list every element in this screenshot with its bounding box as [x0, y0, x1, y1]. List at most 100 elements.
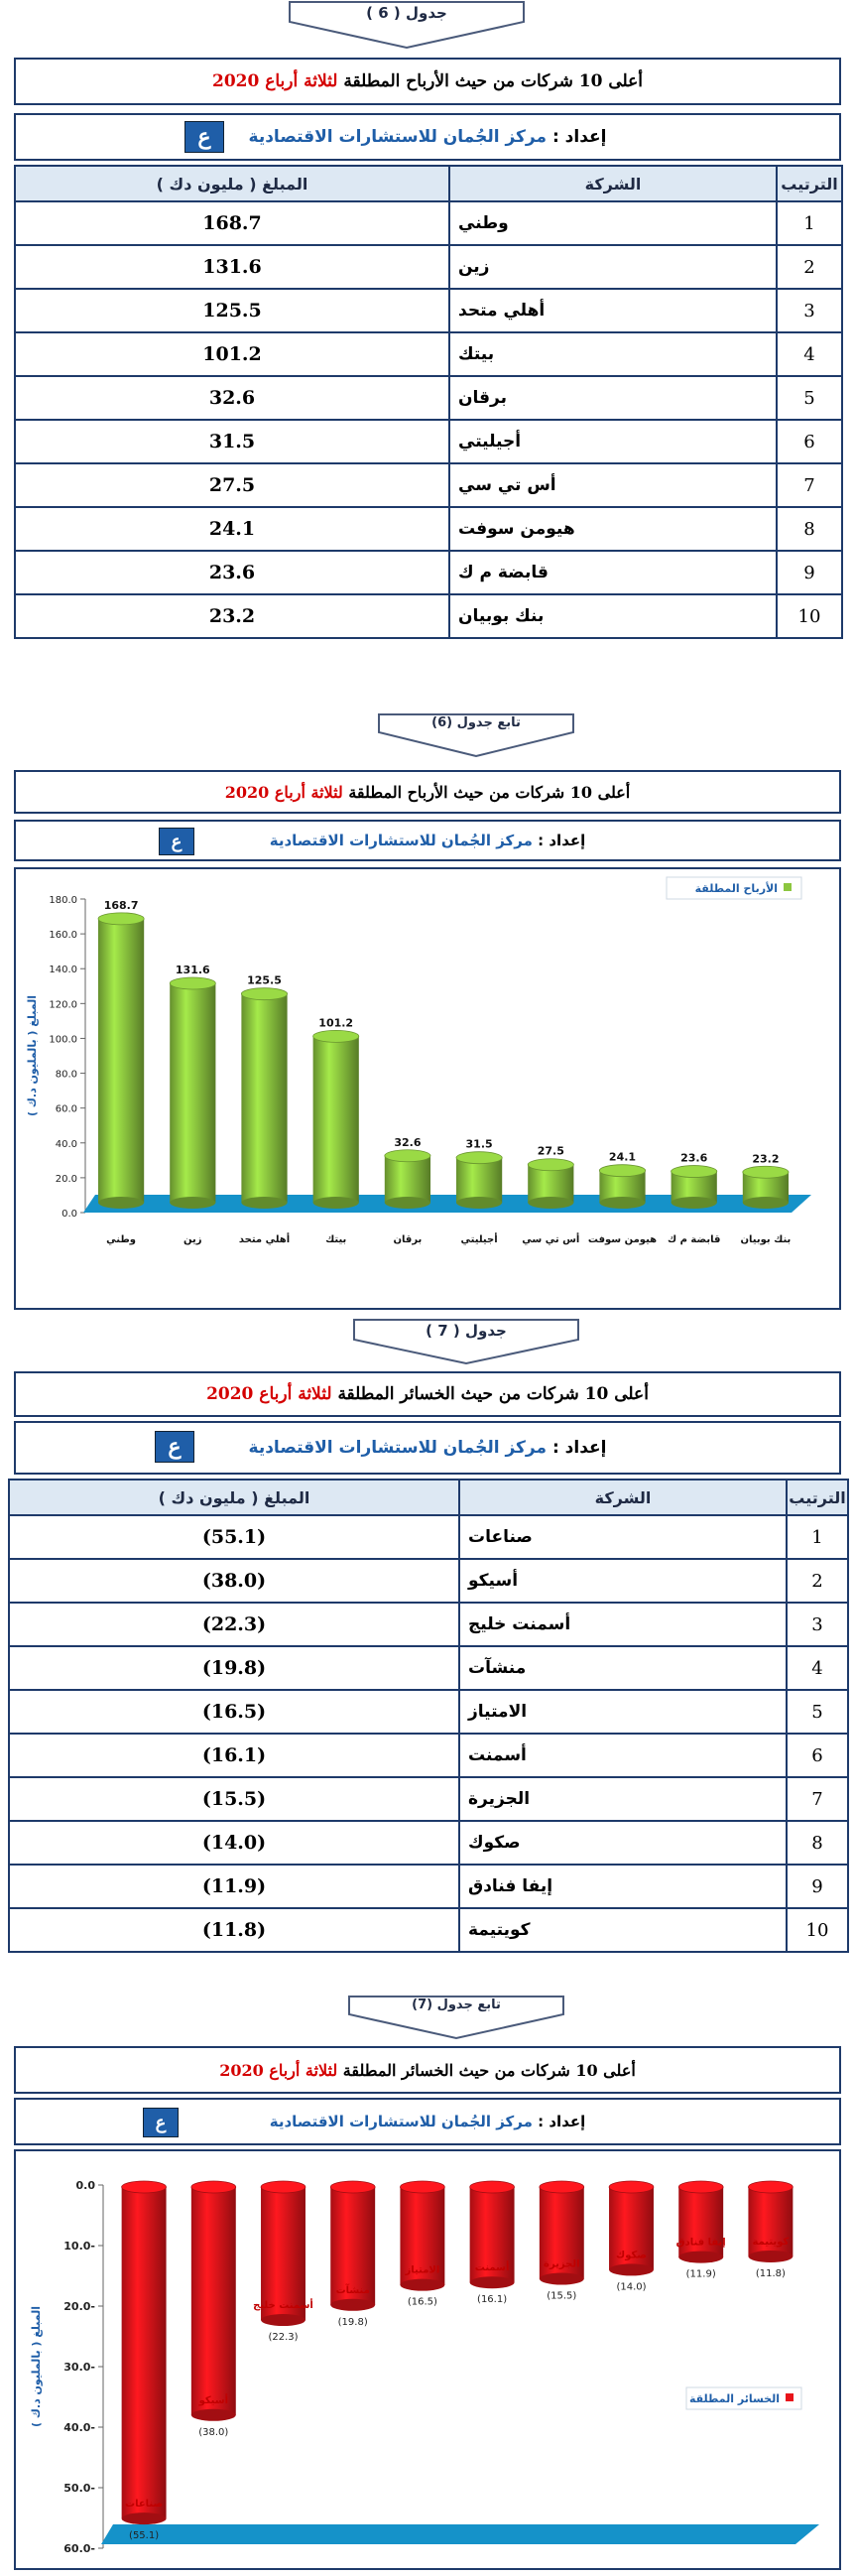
x-tick-label: أسمنت — [475, 2260, 510, 2273]
header-company: الشركة — [448, 165, 778, 202]
x-tick-label: أهلي متحد — [239, 1232, 290, 1245]
data-label: 101.2 — [318, 1016, 353, 1029]
bar — [261, 2187, 305, 2321]
company-cell: أسمنت — [458, 1733, 788, 1778]
bar — [748, 2187, 794, 2256]
bar-cap — [312, 1029, 360, 1043]
amount-cell: 101.2 — [14, 331, 450, 377]
header-company: الشركة — [458, 1479, 788, 1516]
amount-cell: 168.7 — [14, 200, 450, 246]
bar-group — [400, 2180, 445, 2291]
company-name: كويتيمة — [468, 1920, 531, 1940]
amount-cell: (22.3) — [8, 1602, 460, 1647]
table-row: 10 بنك بوبيان 23.2 — [14, 593, 843, 639]
data-label: 23.2 — [752, 1152, 779, 1165]
table-label-arrow — [289, 1, 525, 50]
table-row: 2 أسيكو (38.0) — [8, 1558, 849, 1604]
amount-cell: (55.1) — [8, 1514, 460, 1560]
bar-base — [190, 2408, 236, 2421]
chart-title: أعلى 10 شركات من حيث الأرباح المطلقة لثل… — [16, 772, 839, 812]
company-cell: منشآت — [458, 1645, 788, 1691]
prepared-by-box: إعداد : مركز الجُمان للاستشارات الاقتصاد… — [14, 820, 841, 861]
bar-base — [400, 2278, 445, 2291]
company-cell: كويتيمة — [458, 1907, 788, 1953]
x-tick-label: إيفا فنادق — [676, 2238, 726, 2249]
table-row: 1 صناعات (55.1) — [8, 1514, 849, 1560]
bar — [469, 2187, 515, 2283]
bar — [330, 2187, 376, 2305]
data-label: (16.5) — [408, 2297, 437, 2308]
title-period: لثلاثة أرباع 2020 — [224, 782, 343, 802]
bar-cap — [748, 2180, 794, 2194]
company-name: أسمنت خليج — [468, 1614, 571, 1634]
data-label: 125.5 — [247, 974, 282, 987]
company-name: منشآت — [468, 1658, 527, 1678]
title-period: لثلاثة أرباع 2020 — [206, 1384, 332, 1404]
amount-cell: (16.1) — [8, 1733, 460, 1778]
bar-group — [598, 1164, 647, 1209]
bar — [609, 2187, 654, 2270]
company-name: وطني — [458, 213, 509, 233]
bar-base — [121, 2512, 167, 2525]
bar-group — [121, 2180, 167, 2525]
company-name: صناعات — [468, 1527, 533, 1547]
header-amount: المبلغ ( مليون دك ) — [8, 1479, 460, 1516]
bar-cap — [97, 912, 145, 926]
prepared-by: إعداد : مركز الجُمان للاستشارات الاقتصاد… — [16, 2100, 839, 2143]
x-tick-label: الامتياز — [405, 2265, 440, 2276]
continued-label-arrow — [378, 713, 574, 758]
company-name: قابضة م ك — [458, 563, 549, 582]
bar-cap — [121, 2180, 167, 2194]
y-tick-label: 0.0 — [61, 1209, 77, 1220]
legend-label: الأرباح المطلقة — [695, 881, 778, 895]
bar-base — [528, 1197, 574, 1209]
amount-cell: 31.5 — [14, 419, 450, 464]
y-tick-label: 40.0- — [63, 2421, 95, 2434]
bar-cap — [677, 2180, 724, 2194]
y-tick-label: 100.0 — [49, 1034, 77, 1045]
aljoman-logo-icon: ع — [159, 828, 194, 855]
header-rank: الترتيب — [776, 165, 843, 202]
chart-title: أعلى 10 شركات من حيث الخسائر المطلقة لثل… — [16, 2048, 839, 2092]
bar-group — [312, 1029, 360, 1209]
bar-group — [190, 2180, 237, 2421]
data-label: 27.5 — [538, 1145, 564, 1158]
bar-cap — [169, 976, 216, 990]
y-axis-label: المبلغ ( بالمليون د.ك ) — [30, 2306, 43, 2427]
amount-cell: 24.1 — [14, 506, 450, 552]
data-label: (11.9) — [686, 2269, 716, 2280]
header-amount: المبلغ ( مليون دك ) — [14, 165, 450, 202]
company-cell: أجيليتي — [448, 419, 778, 464]
profits-table: الترتيب الشركة المبلغ ( مليون دك ) 1 وطني… — [14, 165, 843, 639]
losses-table: الترتيب الشركة المبلغ ( مليون دك ) 1 صناع… — [8, 1479, 849, 1953]
rank-cell: 2 — [776, 244, 843, 290]
bar-group — [240, 987, 289, 1209]
x-tick-label: قابضة م ك — [668, 1234, 720, 1245]
data-label: (19.8) — [338, 2317, 368, 2328]
company-name: أسمنت — [468, 1745, 527, 1765]
amount-cell: (19.8) — [8, 1645, 460, 1691]
bar-cap — [527, 1158, 574, 1172]
company-name: برقان — [458, 388, 507, 408]
amount-cell: (38.0) — [8, 1558, 460, 1604]
continued-label: تابع جدول (7) — [412, 1997, 501, 2012]
bar-base — [469, 2276, 515, 2289]
x-tick-label: زين — [183, 1234, 202, 1245]
rank-cell: 8 — [776, 506, 843, 552]
prepared-by-box: إعداد : مركز الجُمان للاستشارات الاقتصاد… — [14, 113, 841, 161]
bar-base — [330, 2298, 376, 2311]
bar-group — [97, 912, 145, 1209]
table-row: 10 كويتيمة (11.8) — [8, 1907, 849, 1953]
table-header-row: الترتيب الشركة المبلغ ( مليون دك ) — [14, 165, 843, 202]
bar-base — [748, 2250, 794, 2262]
data-label: 32.6 — [394, 1136, 421, 1149]
y-tick-label: 30.0- — [63, 2361, 95, 2374]
y-tick-label: 40.0 — [56, 1139, 77, 1150]
prepared-by-label: إعداد : — [538, 832, 586, 849]
rank-cell: 6 — [786, 1733, 849, 1778]
y-tick-label: 20.0 — [56, 1174, 77, 1185]
company-cell: الامتياز — [458, 1689, 788, 1735]
table-row: 8 هيومن سوفت 24.1 — [14, 506, 843, 552]
title-text: أعلى 10 شركات من حيث الأرباح المطلقة — [343, 71, 644, 91]
data-label: 31.5 — [466, 1138, 493, 1151]
